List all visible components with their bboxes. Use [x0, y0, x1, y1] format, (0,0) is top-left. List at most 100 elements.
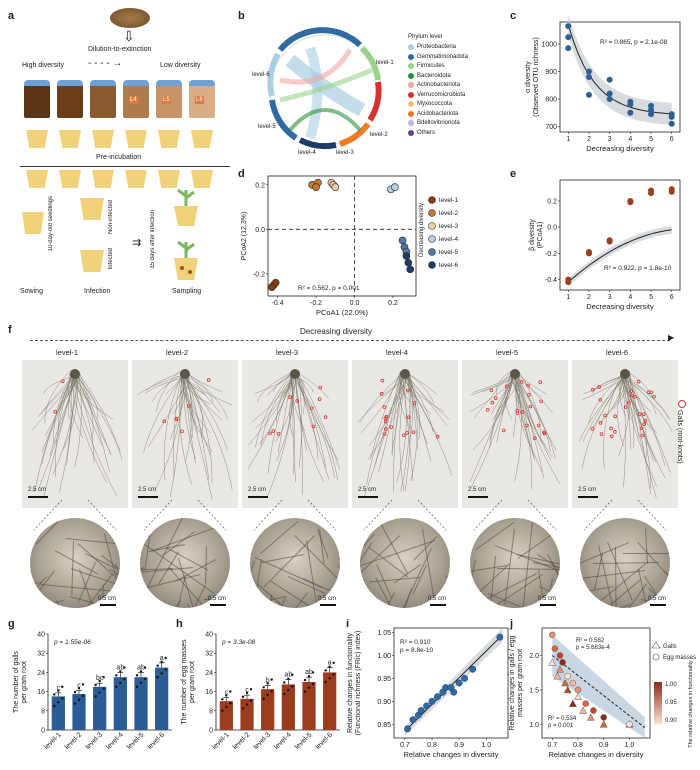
x-axis-label: Decreasing diversity [586, 302, 654, 311]
root-strand [143, 376, 184, 453]
gall-marker [630, 393, 634, 398]
significance-letter: c [225, 690, 229, 697]
scale-bar [320, 604, 336, 606]
root-strand [518, 372, 542, 399]
zoom-connector [473, 500, 557, 530]
data-point [266, 693, 269, 697]
scale-bar [248, 496, 268, 498]
connector-line [197, 500, 227, 530]
data-point [270, 689, 273, 693]
data-point [98, 679, 101, 683]
root-strand [512, 376, 556, 459]
gall-marker [380, 378, 385, 383]
ci-band [568, 225, 672, 287]
root-strand [156, 370, 181, 412]
bar [281, 684, 295, 730]
bar [93, 686, 107, 730]
gall-marker [406, 388, 410, 393]
root-strand [363, 374, 401, 499]
root-strand [297, 374, 327, 468]
gall-marker [412, 401, 417, 405]
gall-marker [162, 419, 167, 424]
root-strand [184, 370, 229, 420]
y-tick-label: 900 [545, 69, 557, 76]
legend-swatch [652, 653, 660, 661]
data-point [156, 664, 159, 667]
legend-title: Phylum level [408, 34, 443, 40]
gall-marker [633, 395, 637, 399]
connector-line [87, 500, 117, 530]
legend-swatch [428, 222, 436, 230]
scale-bar [650, 604, 666, 606]
gall-marker [271, 429, 276, 433]
colorbar-tick: 0.95 [665, 700, 677, 706]
level-label: level-6 [606, 348, 629, 357]
connector-line [253, 500, 283, 530]
gall-marker [603, 413, 607, 418]
cup [92, 170, 114, 188]
high-diversity-label: High diversity [22, 62, 65, 69]
significance-letter: bc [96, 675, 104, 682]
root-strand [444, 526, 450, 580]
dashed-arrow [30, 340, 670, 341]
root-strand [620, 373, 657, 487]
x-tick-label: 2 [587, 294, 591, 301]
data-point [574, 692, 582, 700]
step-sampling: Sampling [172, 288, 202, 295]
x-tick-label: 1 [566, 136, 570, 143]
data-point [229, 690, 232, 693]
root-strand [625, 376, 673, 432]
root-strand [276, 376, 293, 461]
down-arrow-icon: ⇩ [123, 28, 135, 44]
root-strand [292, 373, 296, 483]
root-strand [509, 375, 533, 489]
legend-label: Proteobacteria [417, 44, 457, 50]
panel-letter: c [510, 10, 517, 22]
step-sowing: Sowing [20, 288, 43, 295]
root-strand [513, 374, 543, 473]
y-tick-label: 1000 [541, 42, 557, 49]
data-point [245, 691, 249, 695]
data-point [627, 199, 634, 206]
data-point [283, 692, 286, 696]
panel-letter: j [510, 618, 514, 630]
legend-item: Verrucomicrobiota [408, 91, 465, 98]
zoom-connector [583, 500, 667, 530]
root-strand [624, 377, 658, 434]
root-strand [400, 376, 416, 407]
root-strand [470, 371, 514, 488]
x-tick-label: 0.8 [427, 742, 437, 749]
chart-h: 0 8 16 24 32 40 The number of egg masses per gr… [181, 632, 340, 751]
root-strand [359, 372, 404, 424]
y-tick-label: 0.0 [547, 225, 557, 232]
bottle-label: L4 [129, 96, 138, 104]
dilution-label: Dilution-to-extinction [88, 46, 152, 53]
colorbar-tick: 0.90 [665, 718, 677, 724]
root-strand [407, 374, 419, 450]
data-point [586, 713, 595, 721]
gall-marker [310, 406, 314, 410]
stats-label: R² = 0.922, p = 1.8e-10 [604, 265, 672, 272]
fit-line [567, 229, 672, 283]
gall-marker [494, 396, 498, 400]
significance-letter: c [57, 685, 61, 692]
seedlings-label: 10-day-old seedlings [48, 196, 54, 252]
data-point [312, 183, 320, 191]
root-strand [469, 376, 516, 482]
chord-level-label: level-2 [370, 132, 388, 138]
scale-label: 0.5 cm [98, 596, 117, 602]
root-strand [59, 375, 75, 493]
gall-marker [490, 400, 495, 405]
bar [113, 677, 127, 730]
zoom-connector [33, 500, 117, 530]
x-tick-label: 1.0 [625, 742, 635, 749]
root-strand [73, 375, 99, 420]
data-point [406, 265, 415, 274]
significance-letter: ab [137, 664, 145, 671]
data-point [225, 694, 228, 697]
gall-marker [53, 409, 58, 414]
scale-bar [430, 604, 446, 606]
cup [158, 130, 180, 148]
ci-band [404, 628, 503, 736]
root-strand [621, 374, 657, 499]
